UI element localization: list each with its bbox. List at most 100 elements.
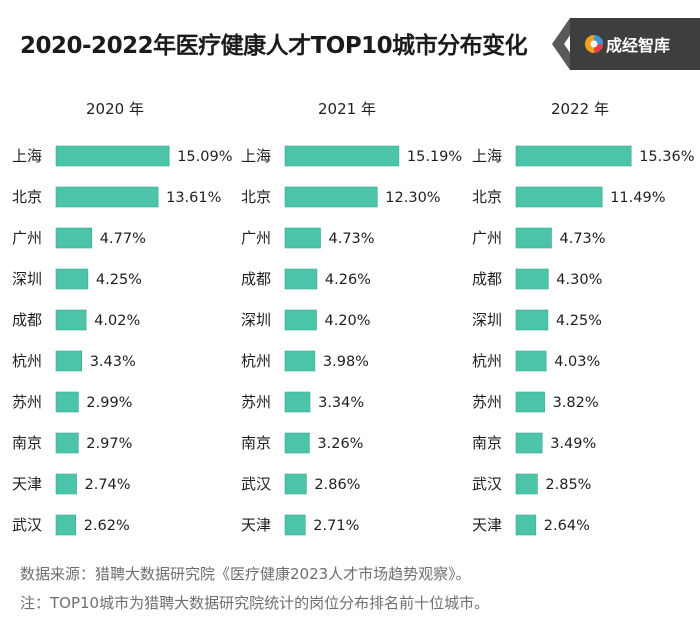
category-label: 天津 [472,516,502,534]
value-label: 2.64% [544,518,590,534]
value-label: 4.25% [96,272,142,288]
value-label: 13.61% [166,190,221,206]
value-label: 2.86% [314,477,360,493]
bar [55,350,83,372]
value-label: 4.26% [325,272,371,288]
value-label: 12.30% [385,190,440,206]
category-label: 南京 [12,434,42,452]
bar [284,473,307,495]
chart-title: 2020-2022年医疗健康人才TOP10城市分布变化 [20,33,528,59]
bar [515,186,603,208]
bar [55,145,170,167]
bar [515,227,552,249]
value-label: 2.97% [86,436,132,452]
category-label: 南京 [241,434,271,452]
value-label: 15.36% [639,149,694,165]
bar [55,391,79,413]
value-label: 3.49% [550,436,596,452]
chart-panel-2: 2022 年上海 15.36% 北京 11.49% 广州 4.73% 成都 4.30% 深圳 4.… [472,100,694,536]
category-label: 广州 [241,229,271,247]
value-label: 2.71% [313,518,359,534]
category-label: 杭州 [472,352,502,370]
value-label: 15.09% [177,149,232,165]
value-label: 4.25% [556,313,602,329]
bar-charts: 2020 年上海 15.09% 北京 13.61% 广州 4.77% 深圳 4.25% 成都 4.… [12,100,694,536]
bar [55,186,159,208]
value-label: 2.74% [85,477,131,493]
category-label: 成都 [12,311,42,329]
bar [55,514,77,536]
category-label: 天津 [12,475,42,493]
bar [284,145,400,167]
category-label: 深圳 [472,311,502,329]
bar [515,514,537,536]
bar [515,391,545,413]
value-label: 4.03% [554,354,600,370]
bar [284,186,378,208]
category-label: 上海 [472,147,502,165]
category-label: 苏州 [12,393,42,411]
bar [515,268,549,290]
value-label: 2.85% [545,477,591,493]
category-label: 广州 [12,229,42,247]
value-label: 3.43% [90,354,136,370]
bar [55,309,87,331]
chart-panel-0: 2020 年上海 15.09% 北京 13.61% 广州 4.77% 深圳 4.25% 成都 4.… [12,100,232,536]
source-note: 数据来源：猎聘大数据研究院《医疗健康2023人才市场趋势观察》。 [20,565,471,583]
category-label: 杭州 [241,352,271,370]
category-label: 南京 [472,434,502,452]
bar [55,227,93,249]
category-label: 成都 [472,270,502,288]
category-label: 天津 [241,516,271,534]
category-label: 深圳 [241,311,271,329]
value-label: 15.19% [407,149,462,165]
chart-panel-1: 2021 年上海 15.19% 北京 12.30% 广州 4.73% 成都 4.26% 深圳 4.… [241,100,462,536]
value-label: 4.77% [100,231,146,247]
category-label: 成都 [241,270,271,288]
logo-text: 成经智库 [606,36,671,55]
bar [55,432,79,454]
category-label: 上海 [241,147,271,165]
category-label: 北京 [241,188,271,206]
category-label: 武汉 [12,516,42,534]
bar [515,350,547,372]
category-label: 武汉 [472,475,502,493]
bar [515,432,543,454]
bar [515,145,632,167]
value-label: 3.26% [317,436,363,452]
value-label: 2.99% [86,395,132,411]
value-label: 4.20% [325,313,371,329]
panel-title: 2022 年 [551,100,609,118]
category-label: 苏州 [241,393,271,411]
chevron-left-icon [552,18,582,70]
panel-title: 2021 年 [318,100,376,118]
value-label: 3.82% [553,395,599,411]
bar [515,309,549,331]
value-label: 4.02% [94,313,140,329]
bar [515,473,538,495]
bar [284,432,310,454]
footnote: 注：TOP10城市为猎聘大数据研究院统计的岗位分布排名前十位城市。 [20,594,490,612]
value-label: 4.73% [560,231,606,247]
category-label: 武汉 [241,475,271,493]
bar [284,227,321,249]
category-label: 深圳 [12,270,42,288]
value-label: 4.30% [556,272,602,288]
value-label: 2.62% [84,518,130,534]
panel-title: 2020 年 [86,100,144,118]
value-label: 3.34% [318,395,364,411]
bar [55,473,77,495]
bar [284,350,316,372]
category-label: 苏州 [472,393,502,411]
value-label: 4.73% [329,231,375,247]
value-label: 3.98% [323,354,369,370]
bar [284,268,318,290]
bar [55,268,89,290]
bar [284,514,306,536]
bar [284,309,317,331]
brand-swirl-icon [585,35,603,53]
category-label: 北京 [12,188,42,206]
value-label: 11.49% [610,190,665,206]
category-label: 北京 [472,188,502,206]
brand-logo: 成经智库 [552,18,700,70]
